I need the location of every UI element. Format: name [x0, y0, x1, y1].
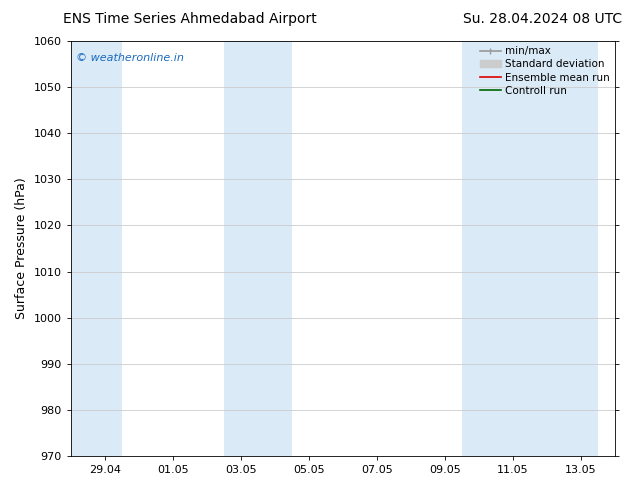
Legend: min/max, Standard deviation, Ensemble mean run, Controll run: min/max, Standard deviation, Ensemble me…: [477, 43, 612, 99]
Y-axis label: Surface Pressure (hPa): Surface Pressure (hPa): [15, 178, 28, 319]
Text: © weatheronline.in: © weatheronline.in: [76, 53, 184, 64]
Bar: [71, 41, 122, 456]
Bar: [224, 41, 292, 456]
Text: Su. 28.04.2024 08 UTC: Su. 28.04.2024 08 UTC: [463, 12, 622, 26]
Bar: [462, 41, 598, 456]
Text: ENS Time Series Ahmedabad Airport: ENS Time Series Ahmedabad Airport: [63, 12, 317, 26]
